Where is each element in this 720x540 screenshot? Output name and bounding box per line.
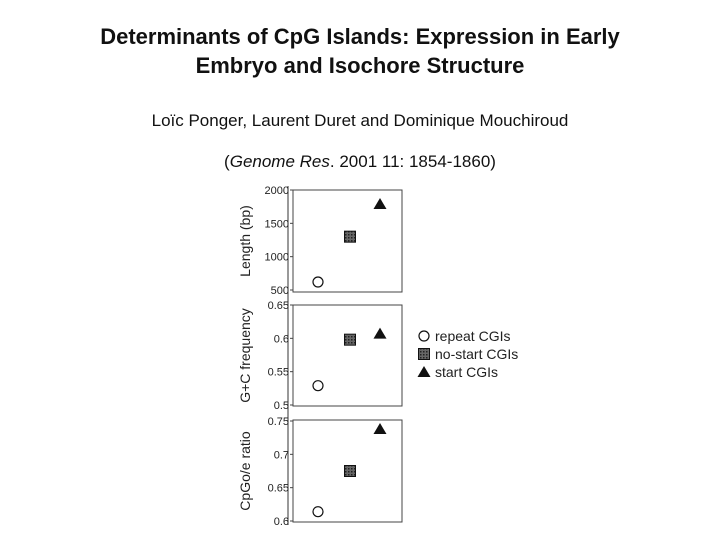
panel-3-ytick-label: 0.65 [268,483,289,495]
citation-journal: Genome Res [229,152,330,171]
panel-2-ylabel: G+C frequency [237,308,253,403]
panel-3-ylabel: CpGo/e ratio [237,431,253,511]
authors-line: Loïc Ponger, Laurent Duret and Dominique… [151,111,569,130]
hatched-square-icon [418,348,430,360]
citation-line: (Genome Res. 2001 11: 1854-1860) [0,152,720,172]
panel-3-frame [292,419,403,523]
legend-label: repeat CGIs [435,328,510,344]
legend-label: no-start CGIs [435,346,518,362]
panel-2-point-start-cgis [373,327,387,339]
panel-3-point-start-cgis [373,423,387,434]
panel-1-ylabel: Length (bp) [237,205,253,277]
panel-2-ytick-label: 0.65 [268,300,289,312]
citation-rest: . 2001 11: 1854-1860) [329,152,496,171]
panel-2-ytick-label: 0.5 [274,400,289,412]
panel-2-ytick-label: 0.6 [274,333,289,345]
panel-2-ytick-label: 0.55 [268,367,289,379]
panel-1-point-no-start-cgis [344,230,356,243]
panel-1-point-start-cgis [373,198,387,209]
filled-triangle-icon [417,366,431,377]
panel-3-ytick-label: 0.6 [274,516,289,528]
panel-3-ytick-label: 0.7 [274,449,289,461]
title-line-1: Determinants of CpG Islands: Expression … [100,24,620,49]
panel-3-point-repeat-cgis [312,506,324,518]
open-circle-icon [418,330,430,342]
citation-open: ( [224,152,230,171]
panel-1-point-repeat-cgis [312,276,324,288]
panel-3-point-no-start-cgis [344,465,356,477]
panel-1-ytick-label: 2000 [265,185,289,197]
panel-2-point-repeat-cgis [312,380,324,392]
panel-1-frame [292,189,403,293]
panel-1-ytick-label: 1000 [265,252,289,264]
slide-title: Determinants of CpG Islands: Expression … [0,22,720,80]
panel-2-frame [292,304,403,407]
panel-3-ytick-label: 0.75 [268,416,289,428]
panel-2-point-no-start-cgis [344,333,356,346]
title-line-2: Embryo and Isochore Structure [195,53,525,78]
panel-1-ytick-label: 500 [271,285,289,297]
panel-1-ytick-label: 1500 [265,218,289,230]
legend-label: start CGIs [435,364,498,380]
